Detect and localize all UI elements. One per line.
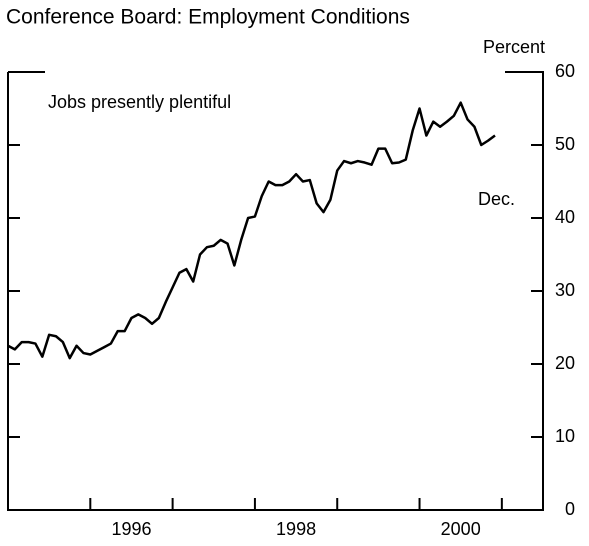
chart-title: Conference Board: Employment Conditions <box>6 6 410 29</box>
y-tick-label: 40 <box>555 207 575 227</box>
y-axis-label: Percent <box>483 37 545 57</box>
x-tick-label: 1996 <box>111 519 151 539</box>
annotation: Jobs presently plentiful <box>48 92 231 112</box>
y-tick-label: 30 <box>555 280 575 300</box>
y-tick-label: 50 <box>555 134 575 154</box>
plot-frame <box>7 71 544 511</box>
x-tick-label: 1998 <box>276 519 316 539</box>
data-line <box>7 101 496 360</box>
y-tick-label: 10 <box>555 426 575 446</box>
y-tick-label: 20 <box>555 353 575 373</box>
y-tick-label: 60 <box>555 61 575 81</box>
annotation: Dec. <box>478 189 515 209</box>
y-tick-label: 0 <box>565 499 575 519</box>
x-tick-label: 2000 <box>441 519 481 539</box>
